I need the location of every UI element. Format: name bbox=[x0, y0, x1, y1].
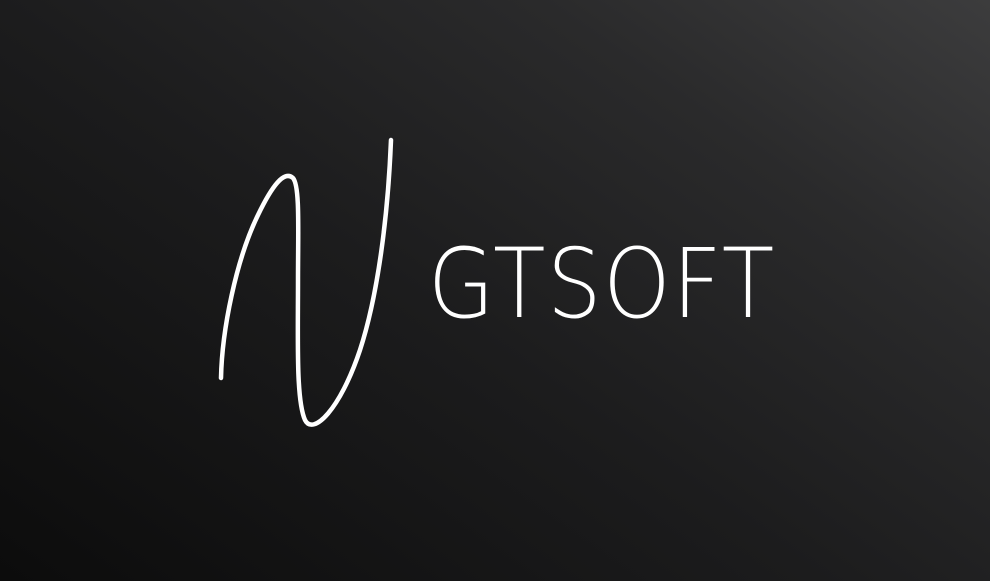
script-mark bbox=[218, 137, 394, 427]
wordmark: GTSOFT bbox=[428, 228, 776, 340]
